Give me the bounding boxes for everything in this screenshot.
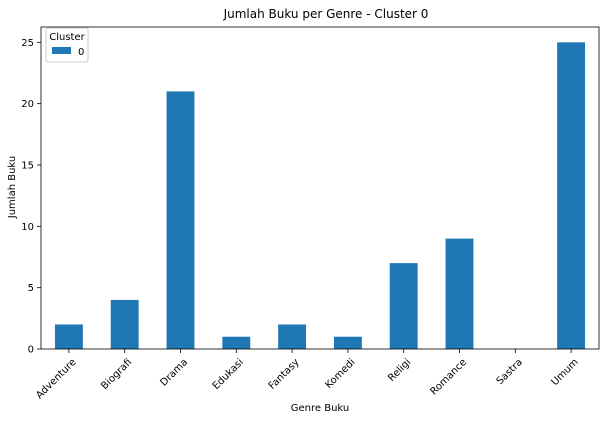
x-tick-label: Romance <box>429 357 470 398</box>
x-tick-label: Edukasi <box>211 357 246 392</box>
x-tick-label: Religi <box>386 357 413 384</box>
bar <box>445 238 474 349</box>
y-tick-label: 25 <box>21 38 34 49</box>
legend: Cluster 0 <box>45 27 89 63</box>
bar <box>166 91 195 350</box>
y-tick-label: 0 <box>28 345 34 356</box>
axes-frame <box>40 26 600 350</box>
y-tick-label: 10 <box>21 222 34 233</box>
x-tick-label: Umum <box>550 357 581 388</box>
x-tick-label: Fantasy <box>267 357 302 392</box>
x-tick-label: Sastra <box>495 357 525 387</box>
bar <box>110 299 139 349</box>
bar <box>557 42 586 349</box>
y-tick-label: 15 <box>21 161 34 172</box>
y-tick-label: 5 <box>28 283 34 294</box>
x-tick-label: Komedi <box>323 357 357 391</box>
bar <box>333 336 362 349</box>
bar <box>222 336 251 349</box>
y-tick-label: 20 <box>21 99 34 110</box>
x-tick-label: Drama <box>158 357 190 389</box>
bar <box>278 324 307 349</box>
x-axis-label: Genre Buku <box>291 403 349 414</box>
x-tick-label: Adventure <box>34 357 78 401</box>
bar <box>389 263 418 349</box>
legend-title: Cluster <box>49 32 85 43</box>
legend-swatch <box>52 47 71 54</box>
y-axis-label: Jumlah Buku <box>7 156 18 219</box>
chart-title: Jumlah Buku per Genre - Cluster 0 <box>223 7 429 21</box>
x-tick-label: Biografi <box>99 357 134 392</box>
bar <box>54 324 83 349</box>
plot-area: 0 5 10 15 20 25 Adventure Biografi Drama Edukasi F… <box>21 26 600 401</box>
legend-entry-label: 0 <box>78 47 84 58</box>
